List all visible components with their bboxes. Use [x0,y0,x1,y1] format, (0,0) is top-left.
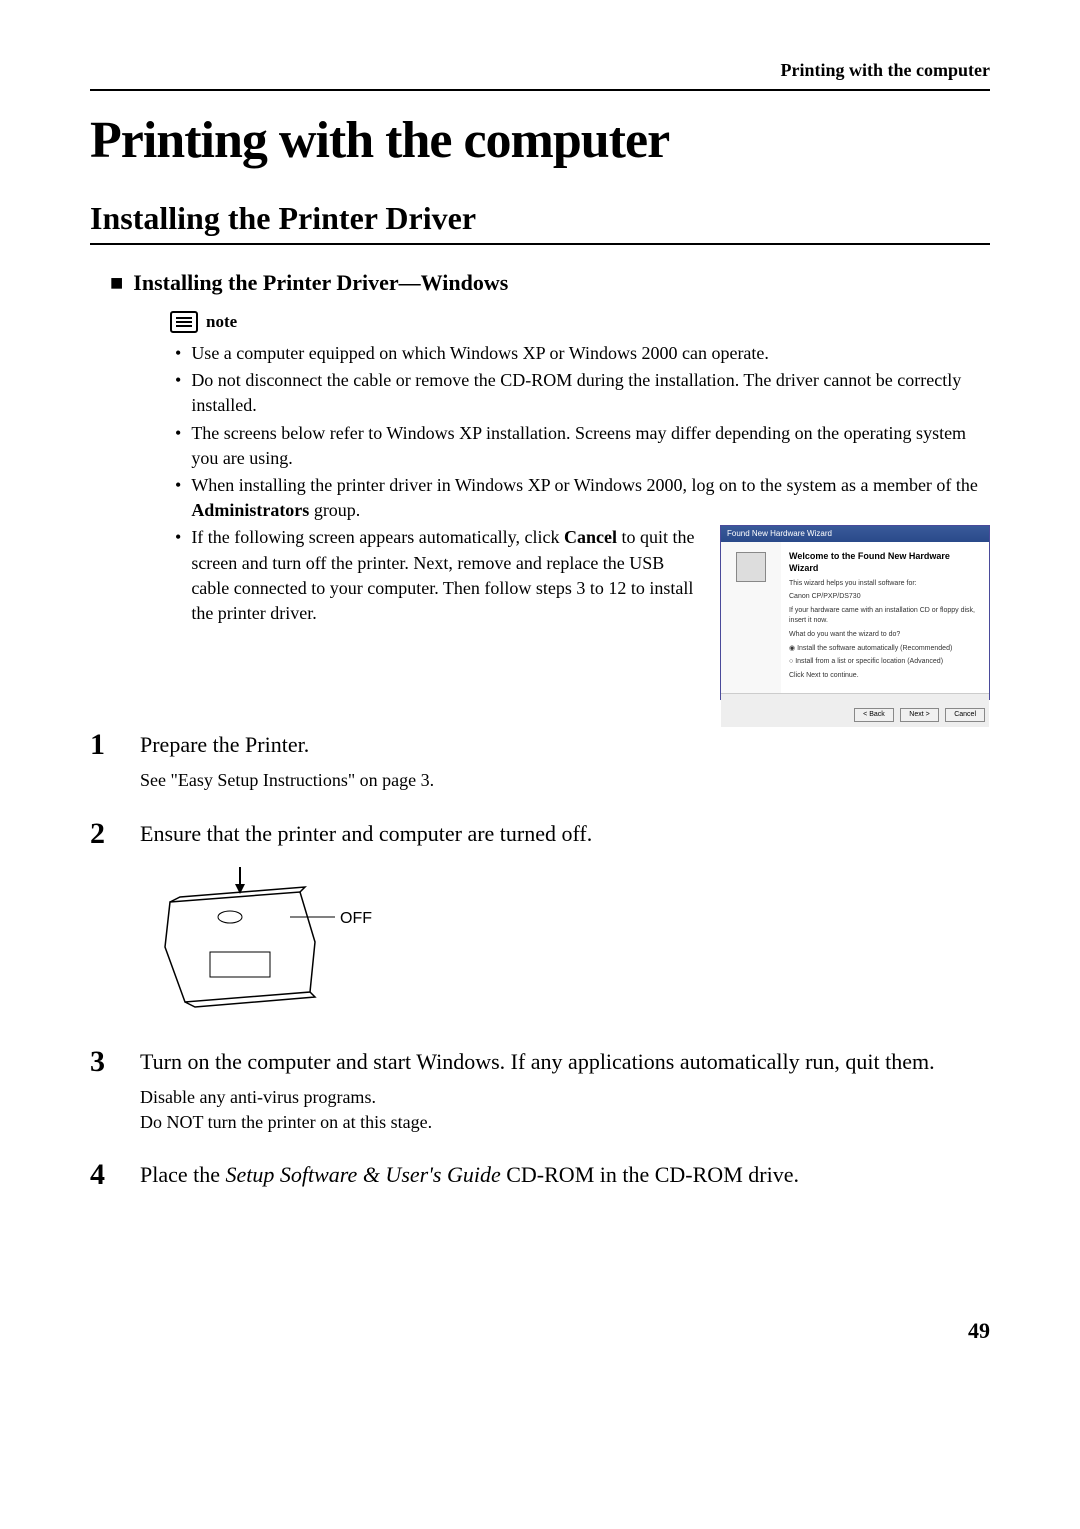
wizard-content-title: Welcome to the Found New Hardware Wizard [789,550,981,575]
printer-illustration: OFF [140,862,350,1022]
note-icon [170,311,198,333]
note-item-text: Use a computer equipped on which Windows… [191,341,990,366]
main-title: Printing with the computer [90,111,990,170]
note-list: • Use a computer equipped on which Windo… [170,341,990,700]
step-title: Prepare the Printer. [140,732,990,758]
note-block: note • Use a computer equipped on which … [170,311,990,700]
step-number: 2 [90,819,140,849]
note-item-text: Do not disconnect the cable or remove th… [191,368,990,418]
note-item-text: If the following screen appears automati… [191,525,700,626]
step-number: 1 [90,730,140,760]
step-1: 1 Prepare the Printer. See "Easy Setup I… [90,730,990,793]
sub-section: ■ Installing the Printer Driver—Windows … [110,270,990,700]
step-title: Ensure that the printer and computer are… [140,821,990,847]
step-3: 3 Turn on the computer and start Windows… [90,1047,990,1135]
note-header: note [170,311,990,333]
note-item: • When installing the printer driver in … [170,473,990,523]
step-detail: Disable any anti-virus programs. Do NOT … [140,1085,990,1135]
step-number: 3 [90,1047,140,1077]
wizard-device-icon [736,552,766,582]
note-item: • Use a computer equipped on which Windo… [170,341,990,366]
sub-title-bullet: ■ [110,270,123,296]
note-item: • If the following screen appears automa… [170,525,990,700]
running-title: Printing with the computer [781,60,990,80]
running-header: Printing with the computer [90,60,990,91]
note-item-text: When installing the printer driver in Wi… [191,473,990,523]
step-2: 2 Ensure that the printer and computer a… [90,819,990,1022]
wizard-back-button: < Back [854,708,894,722]
sub-section-title: ■ Installing the Printer Driver—Windows [110,270,990,296]
note-item: • The screens below refer to Windows XP … [170,421,990,471]
note-label: note [206,312,237,332]
step-4: 4 Place the Setup Software & User's Guid… [90,1160,990,1198]
section-title: Installing the Printer Driver [90,200,990,245]
wizard-cancel-button: Cancel [945,708,985,722]
step-detail: See "Easy Setup Instructions" on page 3. [140,768,990,793]
wizard-next-button: Next > [900,708,938,722]
step-title: Place the Setup Software & User's Guide … [140,1162,990,1188]
printer-icon [140,862,350,1022]
wizard-screenshot: Found New Hardware Wizard Welcome to the… [720,525,990,700]
step-number: 4 [90,1160,140,1190]
off-label: OFF [340,910,372,928]
step-title: Turn on the computer and start Windows. … [140,1049,990,1075]
note-item: • Do not disconnect the cable or remove … [170,368,990,418]
wizard-titlebar: Found New Hardware Wizard [721,526,989,541]
note-item-text: The screens below refer to Windows XP in… [191,421,990,471]
page-number: 49 [90,1318,990,1344]
sub-title-text: Installing the Printer Driver—Windows [133,270,508,296]
